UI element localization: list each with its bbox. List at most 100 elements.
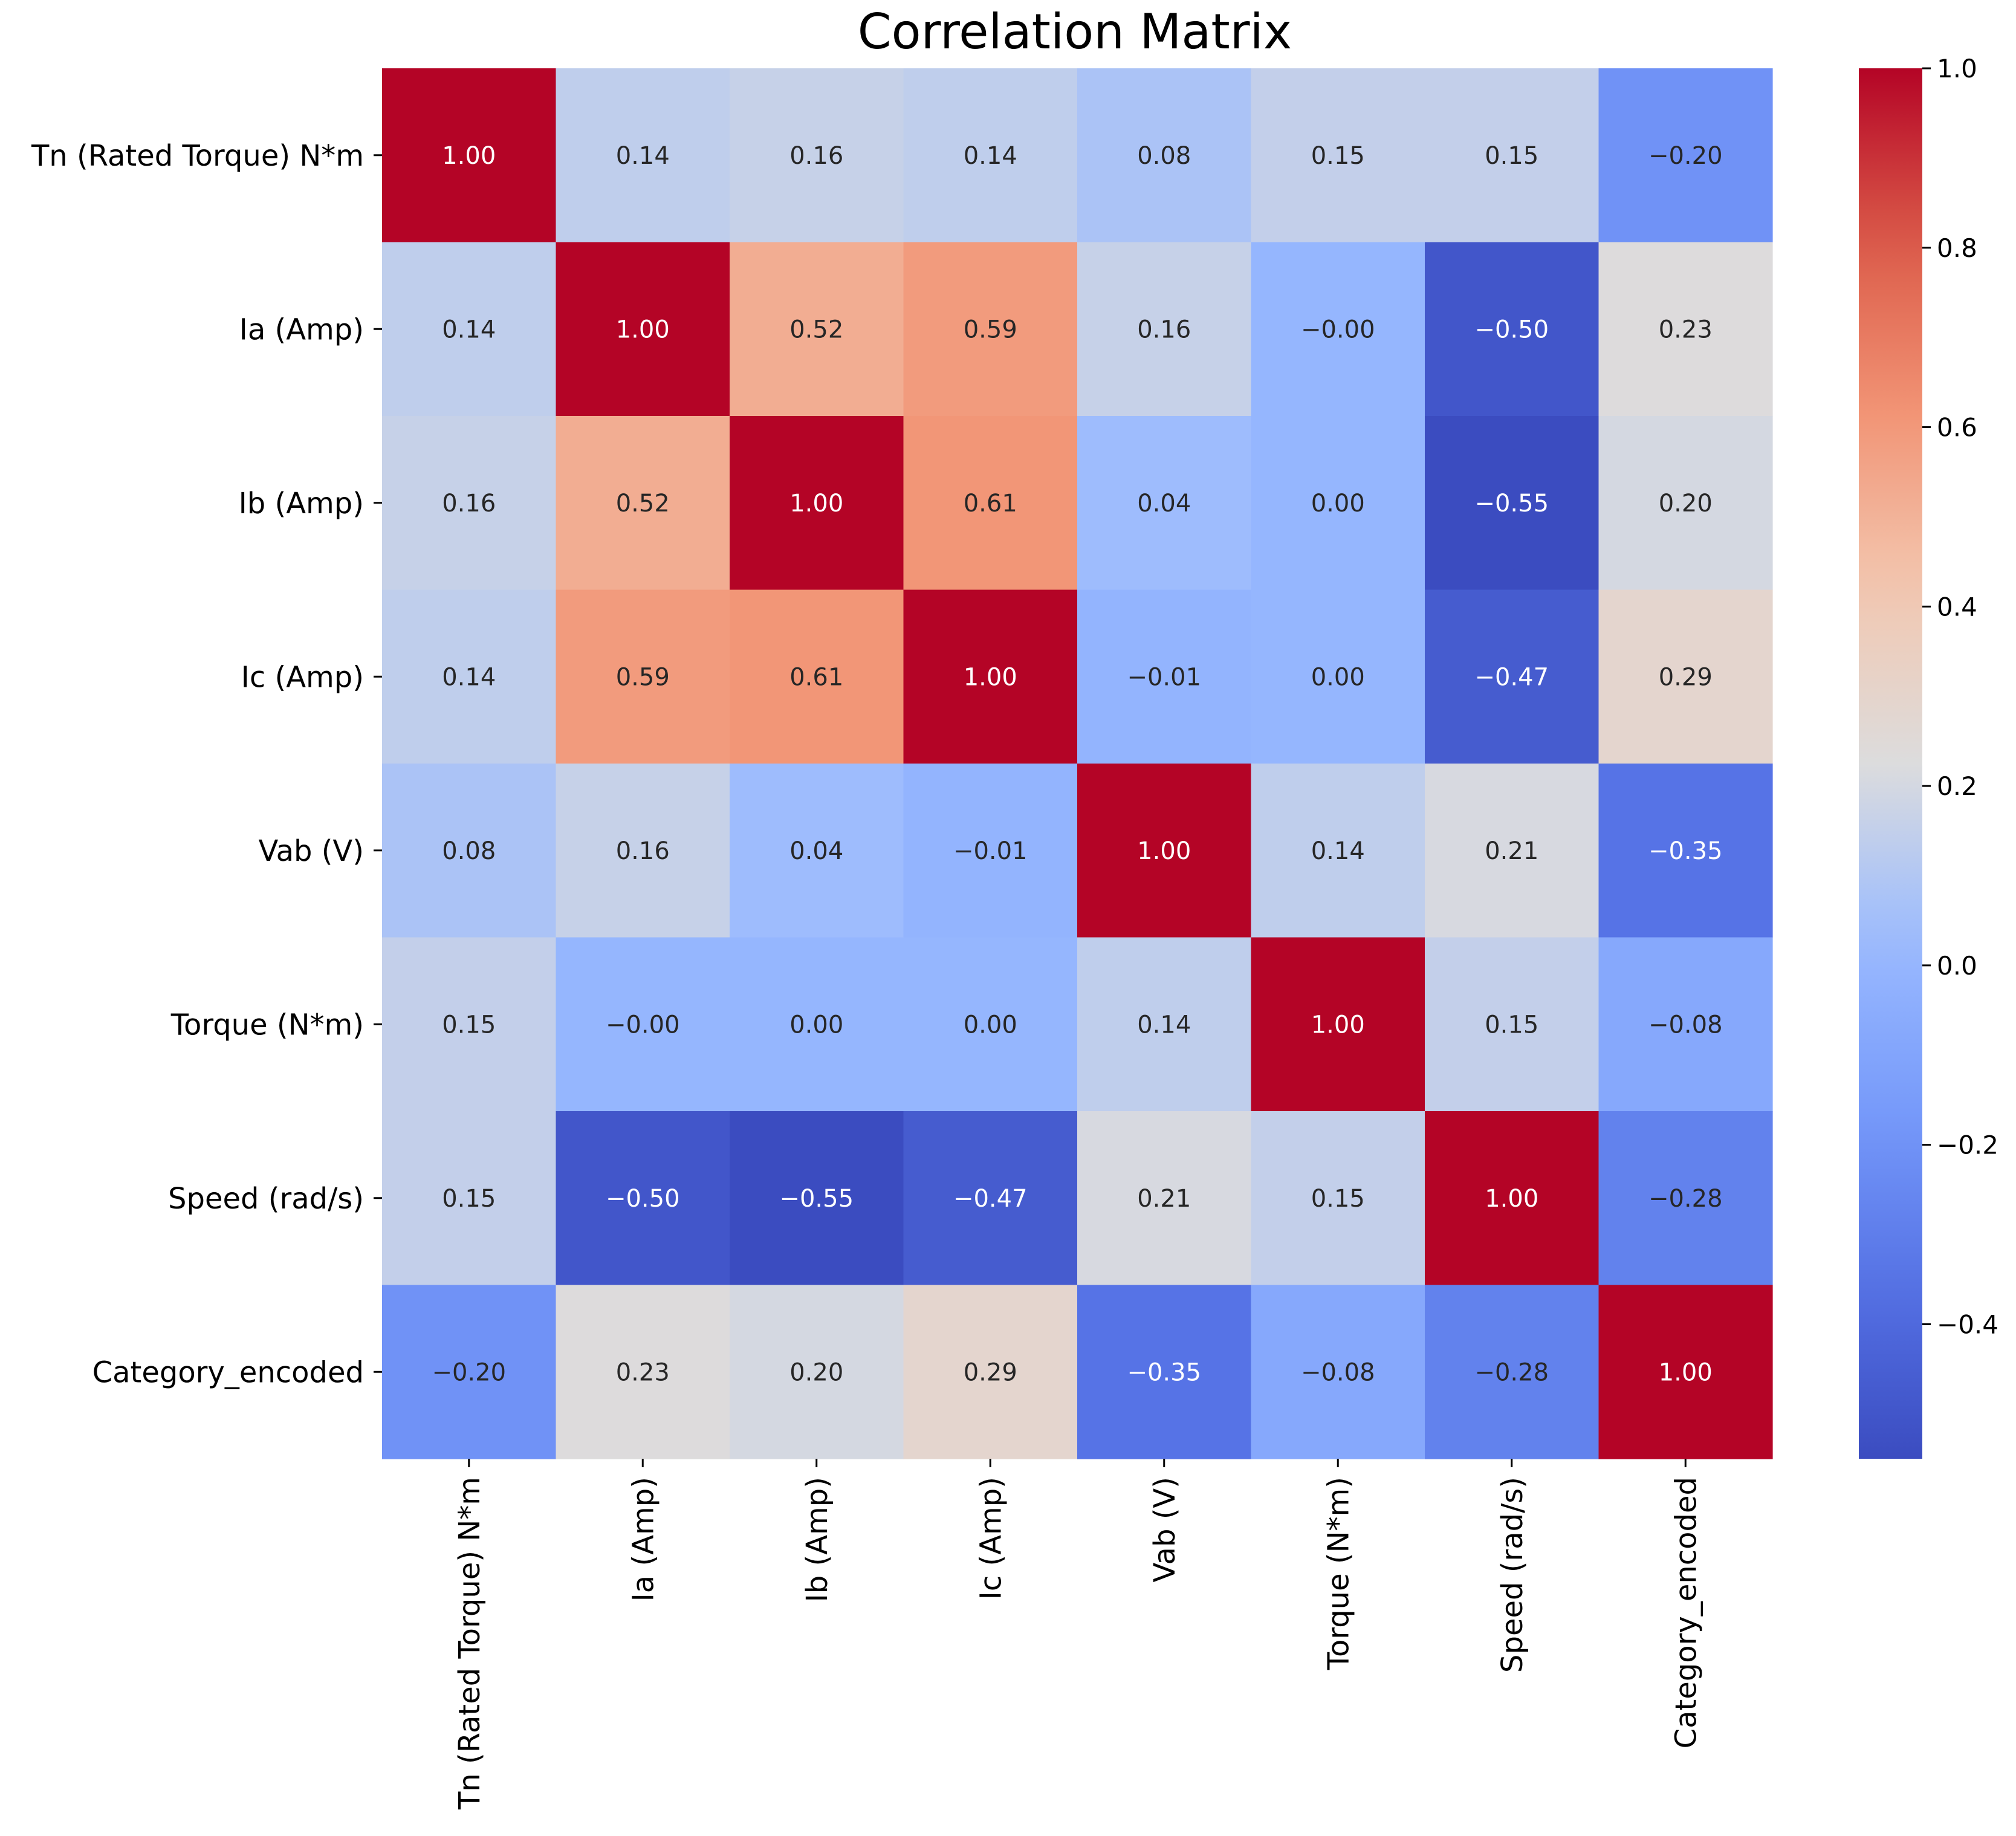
cell-annotation: −0.47 — [1474, 663, 1549, 691]
cell-annotation: −0.08 — [1648, 1011, 1723, 1039]
heatmap-cell — [1077, 242, 1252, 417]
cell-annotation: 0.21 — [1137, 1185, 1191, 1213]
heatmap-cell — [1598, 416, 1773, 591]
cell-annotation: −0.55 — [779, 1185, 854, 1213]
heatmap-cell — [730, 416, 904, 591]
heatmap-cell — [1251, 589, 1425, 764]
column-labels: Tn (Rated Torque) N*m Ia (Amp) Ib (Amp) Ic … — [453, 1459, 1703, 1810]
heatmap-cell — [1077, 1285, 1252, 1459]
heatmap-cell — [730, 1285, 904, 1459]
cell-annotation: 1.00 — [616, 316, 670, 343]
x-tick-label: Ic (Amp) — [974, 1477, 1008, 1600]
cell-annotation: −0.35 — [1648, 837, 1723, 865]
cell-annotation: 0.21 — [1485, 837, 1538, 865]
heatmap-cell — [1077, 764, 1252, 938]
cell-annotation: −0.08 — [1301, 1358, 1375, 1386]
cell-annotation: 0.15 — [1311, 142, 1365, 170]
heatmap-cell — [556, 68, 730, 243]
heatmap-cell — [1077, 937, 1252, 1112]
cell-annotation: 0.52 — [789, 316, 843, 343]
heatmap-cell — [382, 416, 557, 591]
cell-annotation: 0.61 — [964, 490, 1017, 517]
heatmap-cell — [556, 416, 730, 591]
colorbar-tick-label: −0.2 — [1937, 1130, 1998, 1160]
y-tick-label: Speed (rad/s) — [168, 1182, 364, 1216]
heatmap-cell — [382, 1111, 557, 1286]
cell-annotation: −0.01 — [953, 837, 1028, 865]
cell-annotation: 0.16 — [616, 837, 670, 865]
heatmap-cell — [1598, 1111, 1773, 1286]
cell-annotation: 0.14 — [442, 663, 496, 691]
cell-annotation: 0.14 — [1137, 1011, 1191, 1039]
x-tick-label: Category_encoded — [1669, 1477, 1703, 1748]
heatmap-cell — [382, 68, 557, 243]
colorbar-gradient — [1859, 68, 1922, 1459]
y-tick-label: Category_encoded — [92, 1355, 364, 1389]
y-tick-label: Vab (V) — [258, 834, 364, 868]
cell-annotation: 0.29 — [964, 1358, 1017, 1386]
cell-annotation: 0.15 — [1485, 142, 1538, 170]
heatmap-cell — [382, 242, 557, 417]
heatmap-cell — [556, 1285, 730, 1459]
heatmap-cell — [730, 242, 904, 417]
cell-annotation: 0.59 — [964, 316, 1017, 343]
cell-annotation: 1.00 — [1137, 837, 1191, 865]
cell-annotation: −0.00 — [1301, 316, 1375, 343]
cell-annotation: −0.35 — [1127, 1358, 1201, 1386]
cell-annotation: 0.14 — [964, 142, 1017, 170]
y-tick-label: Ia (Amp) — [239, 313, 364, 346]
x-tick-label: Ia (Amp) — [626, 1477, 660, 1601]
heatmap-cell — [903, 1111, 1078, 1286]
colorbar-tick-label: 0.6 — [1937, 413, 1977, 443]
cell-annotation: 0.29 — [1659, 663, 1713, 691]
cell-annotation: 1.00 — [1659, 1358, 1713, 1386]
heatmap-cell — [730, 1111, 904, 1286]
heatmap-cell — [1251, 764, 1425, 938]
cell-annotation: 0.14 — [1311, 837, 1365, 865]
cell-annotation: 1.00 — [1311, 1011, 1365, 1039]
cell-annotation: −0.20 — [1648, 142, 1723, 170]
cell-annotation: 1.00 — [964, 663, 1017, 691]
y-tick-label: Ic (Amp) — [241, 660, 364, 694]
heatmap-cell — [1077, 68, 1252, 243]
heatmap-cell — [1425, 764, 1600, 938]
heatmap-cell — [730, 764, 904, 938]
heatmap-cell — [903, 1285, 1078, 1459]
cell-annotation: 0.00 — [1311, 663, 1365, 691]
cell-annotation: 0.00 — [1311, 490, 1365, 517]
colorbar-tick-label: 1.0 — [1937, 54, 1977, 83]
cell-annotation: 0.00 — [789, 1011, 843, 1039]
heatmap-cell — [1251, 416, 1425, 591]
heatmap-cell — [556, 764, 730, 938]
cell-annotation: 0.14 — [616, 142, 670, 170]
colorbar-tick-label: 0.2 — [1937, 771, 1977, 801]
heatmap-cell — [1251, 1111, 1425, 1286]
heatmap-cells — [382, 68, 1773, 1459]
heatmap-cell — [556, 589, 730, 764]
heatmap-cell — [1425, 937, 1600, 1112]
x-tick-label: Torque (N*m) — [1321, 1477, 1355, 1670]
cell-annotation: 0.04 — [1137, 490, 1191, 517]
heatmap-annotations: 1.00 0.14 0.16 0.14 0.08 0.15 0.15 −0.20 0.14 1.0… — [432, 142, 1722, 1387]
colorbar-tick-label: 0.8 — [1937, 233, 1977, 263]
cell-annotation: 0.23 — [616, 1358, 670, 1386]
heatmap-cell — [1598, 68, 1773, 243]
cell-annotation: 0.15 — [1311, 1185, 1365, 1213]
heatmap-cell — [903, 764, 1078, 938]
heatmap-cell — [903, 937, 1078, 1112]
y-tick-label: Tn (Rated Torque) N*m — [31, 139, 364, 173]
cell-annotation: 0.16 — [789, 142, 843, 170]
heatmap-cell — [556, 1111, 730, 1286]
heatmap-cell — [556, 242, 730, 417]
cell-annotation: −0.50 — [606, 1185, 680, 1213]
cell-annotation: 0.61 — [789, 663, 843, 691]
heatmap-cell — [1598, 589, 1773, 764]
colorbar-tick-label: 0.4 — [1937, 592, 1977, 621]
cell-annotation: −0.47 — [953, 1185, 1028, 1213]
cell-annotation: 0.04 — [789, 837, 843, 865]
cell-annotation: 0.20 — [1659, 490, 1713, 517]
cell-annotation: 0.16 — [442, 490, 496, 517]
cell-annotation: 0.15 — [442, 1011, 496, 1039]
cell-annotation: 0.15 — [442, 1185, 496, 1213]
heatmap-cell — [1077, 589, 1252, 764]
